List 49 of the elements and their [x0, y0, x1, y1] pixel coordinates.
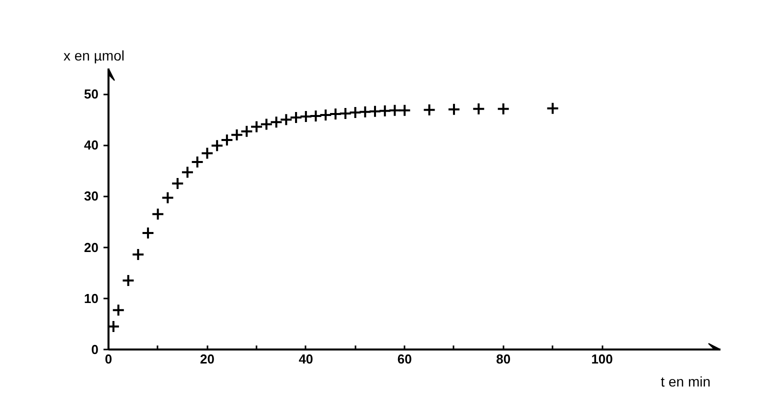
point — [319, 108, 332, 122]
point — [329, 107, 342, 120]
point — [122, 274, 135, 288]
point — [378, 104, 392, 118]
x-tick-label: 60 — [397, 352, 412, 366]
point — [132, 248, 145, 261]
y-tick-label: 50 — [84, 86, 99, 102]
y-tick-label: 30 — [84, 188, 99, 204]
x-tick-label: 100 — [591, 352, 613, 366]
point — [422, 103, 436, 116]
x-tick-label: 80 — [496, 352, 511, 366]
point — [290, 111, 303, 124]
point — [190, 155, 204, 168]
point — [496, 102, 510, 116]
point — [348, 106, 362, 119]
point — [151, 208, 164, 221]
point — [270, 116, 283, 129]
y-tick-label: 0 — [91, 342, 99, 357]
point — [200, 146, 214, 160]
point — [447, 102, 460, 116]
point — [230, 128, 244, 142]
point — [161, 191, 174, 204]
x-tick-label: 20 — [200, 352, 214, 366]
point — [240, 124, 254, 138]
point — [388, 104, 402, 117]
point — [210, 139, 224, 152]
x-tick-label: 40 — [298, 352, 314, 366]
point — [280, 113, 293, 126]
point — [180, 166, 194, 179]
x-axis-title: t en min — [660, 374, 711, 390]
point — [368, 104, 382, 118]
point — [250, 120, 264, 134]
point — [472, 102, 486, 116]
y-tick-label: 10 — [84, 290, 99, 306]
point — [112, 304, 125, 317]
y-axis-title: x en µmol — [64, 48, 124, 64]
point — [220, 134, 234, 147]
point — [398, 104, 412, 117]
point — [546, 102, 560, 115]
point — [141, 226, 154, 240]
point — [299, 110, 312, 124]
point — [309, 110, 322, 123]
point — [260, 118, 273, 131]
y-tick-label: 40 — [84, 138, 99, 153]
point — [338, 106, 352, 120]
x-tick-label: 0 — [104, 352, 112, 366]
point — [171, 176, 184, 190]
point — [358, 105, 372, 118]
y-tick-label: 20 — [84, 240, 99, 255]
